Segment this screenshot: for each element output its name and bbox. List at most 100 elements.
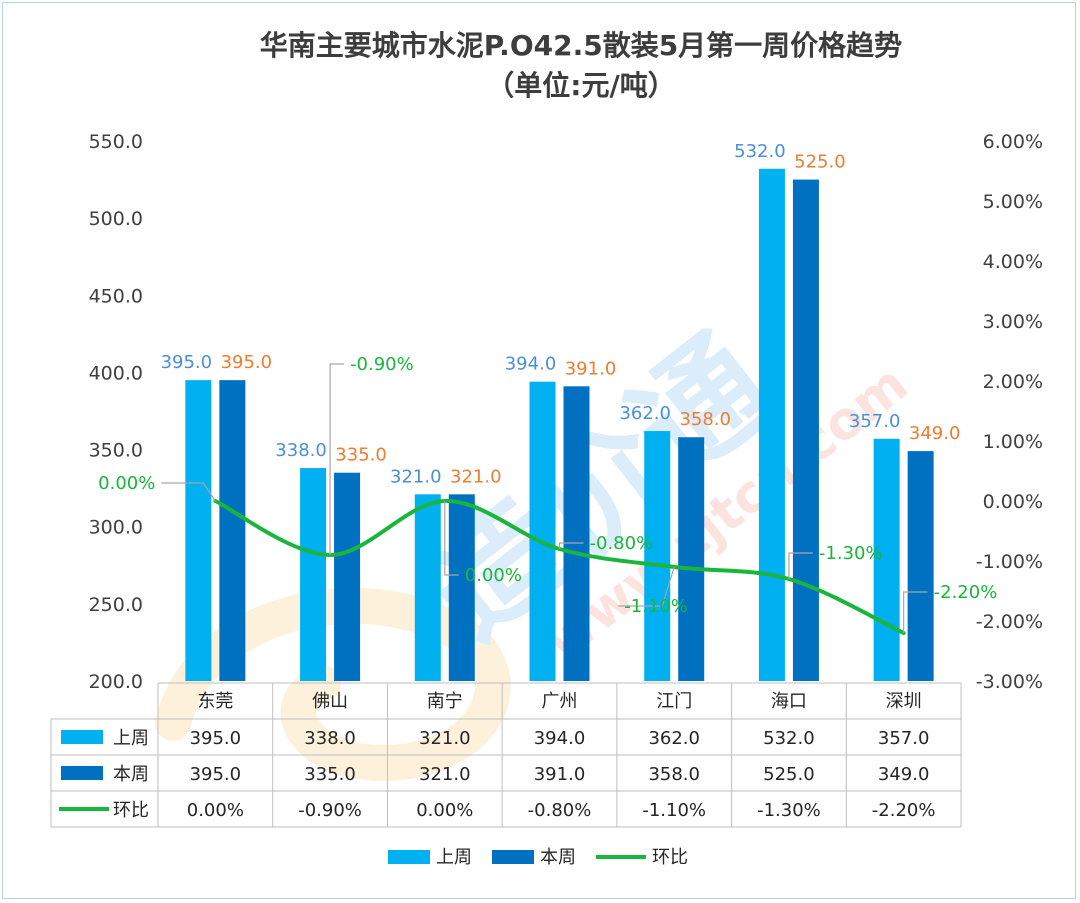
ratio-leader-line bbox=[161, 482, 216, 502]
label-this-week: 349.0 bbox=[909, 423, 961, 444]
table-cell: 0.00% bbox=[187, 800, 244, 821]
label-this-week: 395.0 bbox=[221, 352, 273, 373]
label-this-week: 391.0 bbox=[565, 358, 617, 379]
table-legend-key bbox=[61, 730, 103, 744]
label-last-week: 321.0 bbox=[390, 466, 442, 487]
label-ratio: -0.90% bbox=[350, 354, 414, 375]
category-label: 深圳 bbox=[886, 691, 922, 712]
label-last-week: 532.0 bbox=[734, 141, 786, 162]
bar-this-week bbox=[219, 380, 246, 681]
bar-this-week bbox=[448, 494, 475, 681]
table-cell: 362.0 bbox=[648, 728, 700, 749]
y-right-tick-label: 2.00% bbox=[983, 371, 1043, 393]
y-left-tick-label: 450.0 bbox=[89, 285, 143, 307]
y-left-tick-label: 300.0 bbox=[89, 517, 143, 539]
bar-this-week bbox=[907, 451, 934, 681]
category-label: 南宁 bbox=[427, 691, 463, 712]
table-cell: -0.80% bbox=[528, 800, 592, 821]
y-right-tick-label: -2.00% bbox=[976, 611, 1043, 633]
bar-last-week bbox=[873, 438, 900, 681]
bar-last-week bbox=[414, 494, 441, 681]
bar-last-week bbox=[300, 468, 327, 681]
category-label: 广州 bbox=[542, 691, 578, 712]
category-label: 江门 bbox=[656, 691, 692, 712]
ratio-leader-line bbox=[558, 542, 584, 549]
y-right-tick-label: -1.00% bbox=[976, 551, 1043, 573]
y-right-tick-label: -3.00% bbox=[976, 671, 1043, 693]
legend: 上周 本周 环比 bbox=[388, 847, 688, 868]
table-legend-key bbox=[61, 766, 103, 780]
y-right-tick-label: 3.00% bbox=[983, 311, 1043, 333]
legend-key bbox=[492, 850, 534, 864]
table-cell: 395.0 bbox=[190, 728, 242, 749]
bar-this-week bbox=[678, 437, 705, 681]
y-left-tick-label: 250.0 bbox=[89, 594, 143, 616]
table-cell: -2.20% bbox=[872, 800, 936, 821]
y-right-tick-label: 0.00% bbox=[983, 491, 1043, 513]
label-this-week: 335.0 bbox=[335, 445, 387, 466]
y-left-tick-label: 200.0 bbox=[89, 671, 143, 693]
label-this-week: 358.0 bbox=[679, 409, 731, 430]
table-row-header: 上周 bbox=[113, 728, 149, 749]
y-left-tick-label: 500.0 bbox=[89, 208, 143, 230]
ratio-leader-line bbox=[903, 591, 928, 633]
table-cell: 321.0 bbox=[419, 764, 471, 785]
table-cell: -1.10% bbox=[642, 800, 706, 821]
table-cell: 525.0 bbox=[763, 764, 815, 785]
label-ratio: -0.80% bbox=[590, 533, 654, 554]
label-last-week: 362.0 bbox=[619, 403, 671, 424]
label-ratio: -2.20% bbox=[934, 582, 998, 603]
label-last-week: 338.0 bbox=[275, 440, 327, 461]
table-cell: 395.0 bbox=[190, 764, 242, 785]
watermark-swirl-logo bbox=[155, 587, 511, 782]
y-right-tick-label: 4.00% bbox=[983, 251, 1043, 273]
axes: 200.0 250.0 300.0 350.0 400.0 450.0 500.0 550.0… bbox=[89, 131, 1043, 693]
bar-last-week bbox=[529, 381, 556, 681]
bar-this-week bbox=[792, 179, 819, 682]
y-left-tick-label: 350.0 bbox=[89, 440, 143, 462]
label-last-week: 395.0 bbox=[161, 352, 213, 373]
table-row-header: 本周 bbox=[113, 764, 149, 785]
table-cell: 532.0 bbox=[763, 728, 815, 749]
category-label: 海口 bbox=[771, 691, 807, 712]
label-ratio: -1.10% bbox=[624, 596, 688, 617]
table-cell: 357.0 bbox=[878, 728, 930, 749]
label-ratio: 0.00% bbox=[98, 473, 155, 494]
table-cell: 338.0 bbox=[304, 728, 356, 749]
table-cell: 391.0 bbox=[534, 764, 586, 785]
bar-this-week bbox=[563, 386, 590, 681]
y-left-tick-label: 550.0 bbox=[89, 131, 143, 153]
y-right-tick-label: 6.00% bbox=[983, 131, 1043, 153]
table-cell: -1.30% bbox=[757, 800, 821, 821]
legend-key bbox=[388, 850, 430, 864]
bar-last-week bbox=[644, 431, 671, 681]
label-ratio: -1.30% bbox=[819, 543, 883, 564]
y-left-tick-label: 400.0 bbox=[89, 362, 143, 384]
ratio-leader-line bbox=[788, 552, 813, 579]
y-right-tick-label: 1.00% bbox=[983, 431, 1043, 453]
label-this-week: 525.0 bbox=[794, 152, 846, 173]
bar-this-week bbox=[334, 472, 361, 681]
legend-label: 上周 bbox=[436, 847, 472, 868]
y-right-tick-label: 5.00% bbox=[983, 191, 1043, 213]
table-cell: 394.0 bbox=[534, 728, 586, 749]
legend-label: 环比 bbox=[652, 847, 688, 868]
table-cell: 335.0 bbox=[304, 764, 356, 785]
bar-last-week bbox=[758, 168, 785, 681]
table-cell: 321.0 bbox=[419, 728, 471, 749]
label-last-week: 394.0 bbox=[505, 354, 557, 375]
category-label: 东莞 bbox=[197, 691, 233, 712]
chart-title: 华南主要城市水泥P.O42.5散装5月第一周价格趋势 bbox=[260, 29, 902, 62]
bar-last-week bbox=[185, 380, 212, 681]
table-row-header: 环比 bbox=[113, 800, 149, 821]
table-cell: -0.90% bbox=[298, 800, 362, 821]
label-this-week: 321.0 bbox=[450, 466, 502, 487]
label-last-week: 357.0 bbox=[849, 411, 901, 432]
bars bbox=[185, 168, 934, 682]
combo-chart: 造价通 www.zjtcn.com 华南主要城市水泥P.O42.5散装5月第一周… bbox=[50, 29, 1043, 868]
ratio-leader-line bbox=[618, 566, 675, 607]
chart-subtitle: （单位:元/吨） bbox=[486, 69, 675, 102]
table-cell: 0.00% bbox=[416, 800, 473, 821]
